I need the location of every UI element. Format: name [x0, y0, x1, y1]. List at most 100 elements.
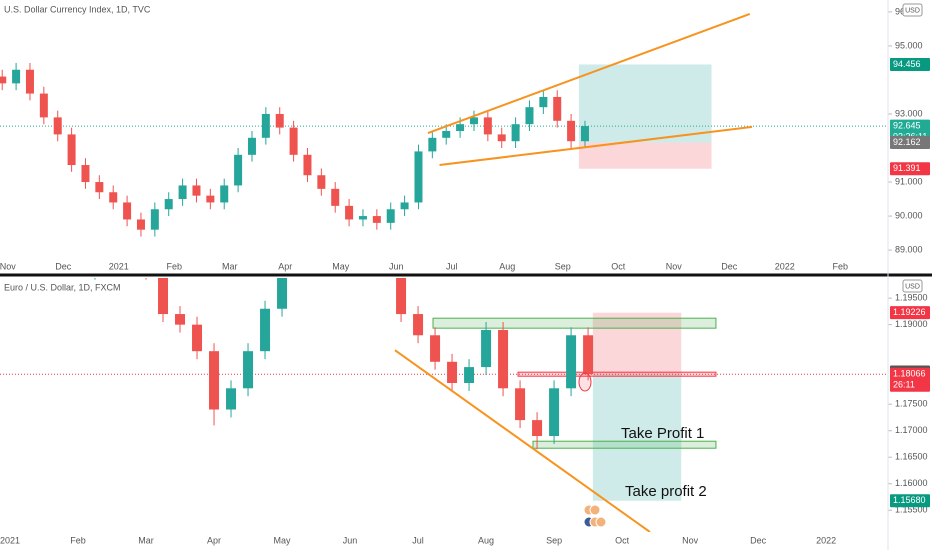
candle-body	[303, 154, 312, 176]
x-tick-label: Apr	[278, 261, 292, 271]
position-loss	[592, 312, 682, 375]
x-tick-label: Apr	[207, 535, 221, 545]
x-tick-label: 2022	[775, 261, 795, 271]
x-tick-label: Nov	[0, 261, 16, 271]
trendline	[427, 13, 751, 134]
x-tick-label: Aug	[499, 261, 515, 271]
candle-body	[566, 335, 577, 389]
x-tick-label: Jul	[446, 261, 458, 271]
candle-body	[469, 117, 478, 125]
x-tick-label: Sep	[555, 261, 571, 271]
currency-badge-text: USD	[905, 283, 920, 290]
candle-body	[260, 308, 271, 352]
candle-body	[192, 324, 203, 352]
candle-body	[81, 165, 90, 183]
y-tick-label: 1.17500	[895, 399, 928, 409]
trendline	[439, 125, 753, 167]
annotation: Take Profit 1	[621, 425, 704, 442]
candle-body	[413, 314, 424, 336]
price-label-box	[890, 306, 930, 320]
y-tick-label: 95.000	[895, 40, 923, 50]
candle-body	[123, 202, 132, 220]
price-label: 92.162	[893, 137, 921, 147]
candle-body	[294, 192, 304, 245]
x-tick-label: 2021	[0, 535, 20, 545]
candle-body	[220, 185, 229, 203]
zone	[432, 317, 717, 329]
highlight-circle	[578, 372, 592, 392]
candle-body	[243, 351, 254, 389]
candle-body	[175, 314, 186, 325]
x-tick-label: May	[274, 535, 292, 545]
y-tick-label: 89.000	[895, 244, 923, 254]
position-profit	[592, 374, 682, 501]
zone	[532, 440, 717, 449]
candle-body	[498, 329, 509, 389]
candle-body	[414, 151, 423, 203]
countdown: 26:11	[893, 380, 915, 390]
y-tick-label: 90.000	[895, 210, 923, 220]
candle-body	[12, 69, 21, 84]
chart-title: Euro / U.S. Dollar, 1D, FXCM	[4, 282, 121, 292]
y-tick-label: 93.000	[895, 108, 923, 118]
candle-body	[261, 113, 270, 138]
candle-body	[275, 113, 284, 128]
trendline	[394, 349, 651, 532]
candle-body	[317, 175, 326, 189]
price-label: 1.18066	[893, 369, 926, 379]
x-tick-label: Feb	[70, 535, 86, 545]
x-tick-label: Oct	[615, 535, 630, 545]
candle-body	[358, 216, 367, 220]
currency-badge-text: USD	[905, 7, 920, 14]
y-tick-label: 1.19500	[895, 293, 928, 303]
price-label: 1.15680	[893, 495, 926, 505]
x-tick-label: Dec	[750, 535, 767, 545]
x-tick-label: Feb	[833, 261, 849, 271]
x-tick-label: Mar	[138, 535, 154, 545]
candle-body	[447, 361, 458, 383]
candle-body	[583, 335, 594, 375]
currency-badge[interactable]	[902, 279, 923, 293]
x-tick-label: Mar	[222, 261, 238, 271]
price-label: 92.645	[893, 120, 921, 130]
x-tick-label: Feb	[167, 261, 183, 271]
candle-body	[206, 195, 215, 203]
event-icons	[583, 504, 607, 528]
candle-body	[328, 166, 338, 177]
candle-body	[525, 107, 534, 125]
y-tick-label: 91.000	[895, 176, 923, 186]
plot-area	[0, 166, 888, 532]
x-tick-label: Jun	[343, 535, 358, 545]
x-tick-label: Oct	[611, 261, 626, 271]
annotation: Take profit 2	[625, 483, 707, 500]
candle-body	[226, 388, 237, 410]
candle-body	[289, 127, 298, 155]
x-tick-label: Nov	[666, 261, 683, 271]
price-label: 94.456	[893, 59, 921, 69]
candle-body	[386, 209, 395, 223]
candle-body	[372, 216, 381, 223]
candle-body	[150, 209, 159, 230]
candle-body	[456, 124, 465, 131]
chart-title: U.S. Dollar Currency Index, 1D, TVC	[4, 4, 151, 14]
candle-body	[481, 329, 492, 368]
y-tick-label: 1.17000	[895, 425, 928, 435]
x-tick-label: Nov	[682, 535, 699, 545]
candle-body	[136, 219, 145, 230]
y-tick-label: 1.19000	[895, 319, 928, 329]
candle-body	[90, 245, 100, 272]
candle-body	[553, 96, 562, 121]
candle-body	[515, 388, 526, 421]
currency-badge[interactable]	[902, 3, 923, 17]
position-profit	[578, 64, 712, 143]
candle-body	[247, 137, 256, 155]
x-tick-label: May	[332, 261, 350, 271]
price-label-box	[890, 162, 930, 176]
candle-body	[345, 166, 355, 193]
candle-body	[567, 120, 576, 142]
plot-area	[0, 13, 888, 237]
candle-body	[234, 154, 243, 186]
candle-body	[430, 335, 441, 362]
candle-body	[580, 126, 589, 142]
